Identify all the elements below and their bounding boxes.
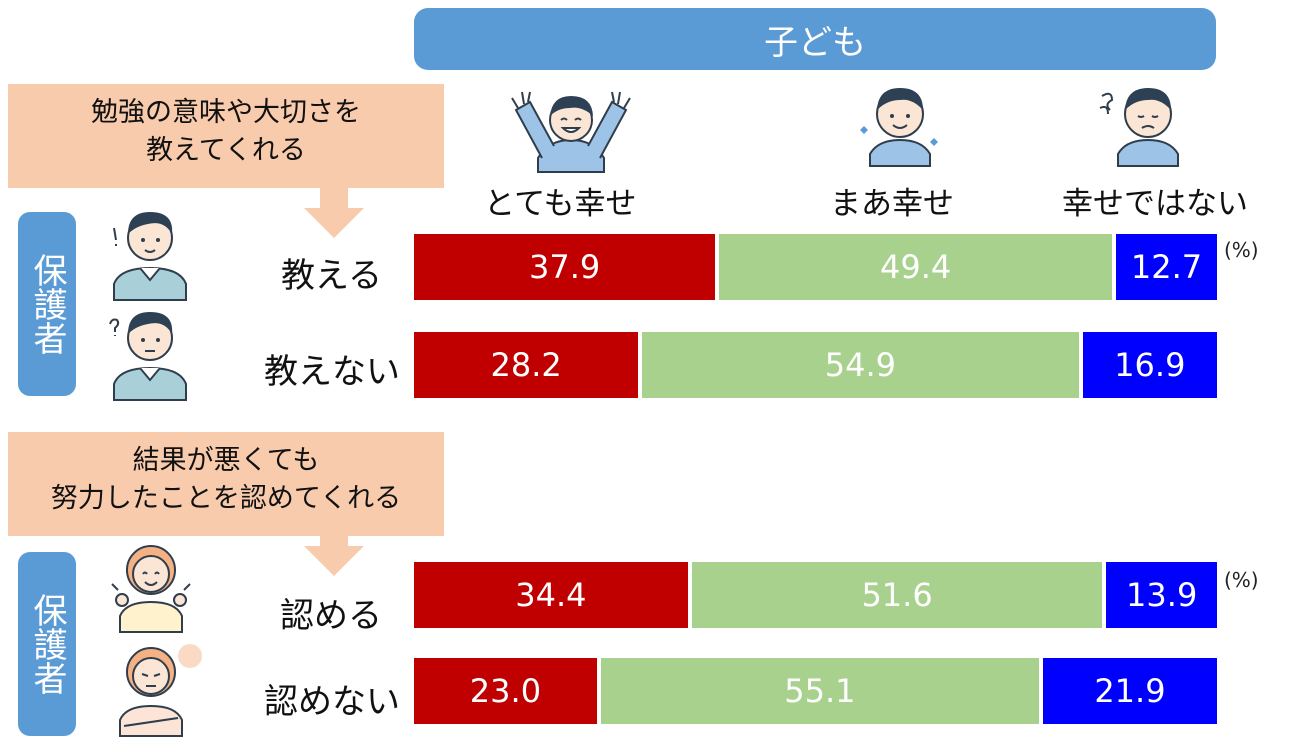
row-label-teach: 教える xyxy=(281,256,382,296)
very-happy-child-icon xyxy=(511,91,631,173)
bar-not-happy-row-2: 16.9 xyxy=(1082,332,1217,398)
question-2-line-2: 努力したことを認めてくれる xyxy=(50,483,402,514)
bar-very-happy-row-4: 23.0 xyxy=(414,658,597,724)
bar-fairly-happy-row-4: 55.1 xyxy=(600,658,1039,724)
bar-value-label: 16.9 xyxy=(1114,346,1186,384)
bar-fairly-happy-row-3: 51.6 xyxy=(691,562,1103,628)
smiling-child-icon xyxy=(860,88,938,167)
column-label-fairly-happy: まあ幸せ xyxy=(830,186,954,222)
unit-label-2: (%) xyxy=(1224,568,1259,592)
down-arrow-icon xyxy=(304,186,364,238)
mother-arms-crossed-icon xyxy=(119,644,202,737)
bar-value-label: 13.9 xyxy=(1126,576,1198,614)
question-2-line-1: 結果が悪くても xyxy=(132,445,320,476)
bar-not-happy-row-1: 12.7 xyxy=(1116,234,1217,300)
sad-child-icon xyxy=(1099,88,1179,167)
bar-value-label: 23.0 xyxy=(469,672,542,710)
question-callout-2: 結果が悪くても 努力したことを認めてくれる xyxy=(8,432,444,536)
column-label-not-happy: 幸せではない xyxy=(1062,186,1248,222)
bar-not-happy-row-4: 21.9 xyxy=(1042,658,1217,724)
bar-very-happy-row-1: 37.9 xyxy=(414,234,716,300)
question-1-line-1: 勉強の意味や大切さを xyxy=(91,97,361,128)
bar-very-happy-row-2: 28.2 xyxy=(414,332,639,398)
bar-value-label: 49.4 xyxy=(880,248,952,286)
child-header: 子ども xyxy=(414,8,1216,70)
bar-value-label: 51.6 xyxy=(861,576,933,614)
guardian-label-1: 保護者 xyxy=(18,212,76,396)
bar-value-label: 55.1 xyxy=(784,672,856,710)
father-question-icon xyxy=(109,312,187,401)
row-label-not-teach: 教えない xyxy=(264,352,400,392)
bar-value-label: 21.9 xyxy=(1094,672,1166,710)
question-1-line-2: 教えてくれる xyxy=(146,135,306,166)
mother-cheering-icon xyxy=(111,545,191,633)
guardian-label-2: 保護者 xyxy=(18,552,76,736)
bar-fairly-happy-row-1: 49.4 xyxy=(719,234,1113,300)
guardian-label-2-text: 保護者 xyxy=(27,593,67,695)
bar-value-label: 28.2 xyxy=(490,346,562,384)
unit-label-1: (%) xyxy=(1224,238,1259,262)
bar-very-happy-row-3: 34.4 xyxy=(414,562,688,628)
bar-value-label: 54.9 xyxy=(824,346,897,384)
row-label-acknowledge: 認める xyxy=(280,596,382,636)
bar-value-label: 34.4 xyxy=(515,576,587,614)
bar-not-happy-row-3: 13.9 xyxy=(1106,562,1217,628)
bar-value-label: 12.7 xyxy=(1130,248,1203,286)
father-exclaim-icon xyxy=(113,212,187,301)
column-label-very-happy: とても幸せ xyxy=(484,186,637,222)
down-arrow-icon xyxy=(304,524,364,576)
row-label-not-acknowledge: 認めない xyxy=(264,682,400,722)
question-callout-1: 勉強の意味や大切さを 教えてくれる xyxy=(8,84,444,188)
bar-value-label: 37.9 xyxy=(529,248,601,286)
guardian-label-1-text: 保護者 xyxy=(27,253,67,355)
bar-fairly-happy-row-2: 54.9 xyxy=(642,332,1079,398)
